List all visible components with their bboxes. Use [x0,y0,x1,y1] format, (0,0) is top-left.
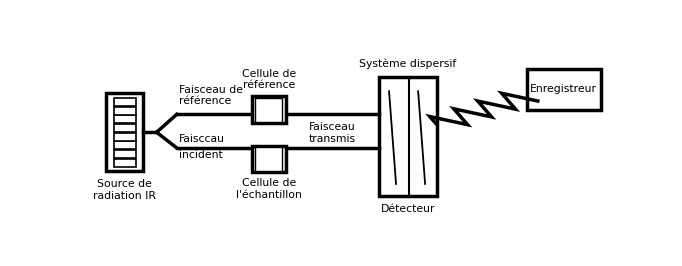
Text: Faisceau de
référence: Faisceau de référence [179,85,243,106]
Bar [252,97,286,123]
Text: incident: incident [179,150,223,160]
Text: Cellule de
référence: Cellule de référence [242,69,296,90]
Polygon shape [114,107,136,115]
Text: Faisccau: Faisccau [179,134,225,144]
Text: Source de
radiation IR: Source de radiation IR [93,179,156,201]
Polygon shape [114,150,136,158]
Polygon shape [114,133,136,140]
Bar [256,98,282,122]
Text: Système dispersif: Système dispersif [359,58,456,69]
Text: Enregistreur: Enregistreur [530,84,597,94]
Bar [256,147,282,171]
Polygon shape [114,115,136,123]
Polygon shape [114,141,136,149]
Text: Cellule de
l'échantillon: Cellule de l'échantillon [236,178,302,200]
Polygon shape [114,124,136,132]
Text: Détecteur: Détecteur [381,204,435,214]
Polygon shape [114,98,136,106]
Bar [379,77,436,196]
Text: Faisceau
transmis: Faisceau transmis [309,122,356,144]
Bar [527,69,601,110]
Bar [252,146,286,172]
Bar [106,93,143,171]
Polygon shape [114,159,136,167]
